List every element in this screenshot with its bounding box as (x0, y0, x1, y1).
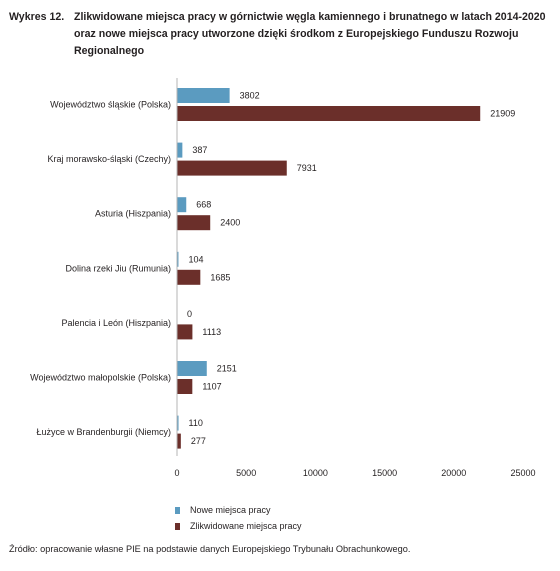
category-label: Województwo śląskie (Polska) (50, 100, 171, 110)
bar-lost-jobs (177, 379, 193, 394)
data-label: 2151 (217, 364, 237, 374)
x-tick-label: 10000 (303, 468, 328, 478)
figure-title: Zlikwidowane miejsca pracy w górnictwie … (74, 11, 546, 57)
data-label: 0 (187, 309, 192, 319)
legend: Nowe miejsca pracy Zlikwidowane miejsca … (175, 502, 302, 534)
source-note: Źródło: opracowanie własne PIE na podsta… (9, 544, 411, 554)
x-tick-label: 25000 (510, 468, 535, 478)
legend-label-lost-jobs: Zlikwidowane miejsca pracy (190, 521, 302, 531)
x-tick-label: 5000 (236, 468, 256, 478)
category-label: Łużyce w Brandenburgii (Niemcy) (36, 427, 171, 437)
data-label: 21909 (490, 109, 515, 119)
bar-lost-jobs (177, 106, 481, 121)
bar-lost-jobs (177, 324, 193, 340)
data-label: 104 (188, 254, 203, 264)
category-labels-layer: Województwo śląskie (Polska) Kraj morawsk… (30, 100, 171, 438)
figure-label: Wykres 12. (9, 11, 65, 23)
bar-new-jobs (177, 415, 179, 431)
data-label: 3802 (240, 91, 260, 101)
x-axis: 0 5000 10000 15000 20000 25000 (174, 78, 536, 478)
bar-lost-jobs (177, 269, 201, 285)
category-label: Kraj morawsko-śląski (Czechy) (47, 154, 171, 164)
bars-layer: 3802 21909 387 7931 668 2400 104 1685 0 1113 2151 1… (177, 88, 515, 449)
bar-chart: 3802 21909 387 7931 668 2400 104 1685 0 1113 2151 1… (30, 78, 536, 478)
legend-swatch-new-jobs (175, 506, 180, 514)
bar-new-jobs (177, 88, 230, 103)
data-label: 1685 (210, 272, 230, 282)
data-label: 387 (192, 145, 207, 155)
data-label: 110 (189, 418, 203, 428)
bar-lost-jobs (177, 215, 211, 231)
bar-new-jobs (177, 142, 183, 158)
category-label: Województwo małopolskie (Polska) (30, 373, 171, 383)
legend-swatch-lost-jobs (175, 522, 180, 530)
data-label: 668 (196, 200, 211, 210)
data-label: 1113 (202, 327, 221, 337)
figure-title-row: Wykres 12. Zlikwidowane miejsca pracy w … (9, 9, 554, 60)
x-tick-label: 20000 (441, 468, 466, 478)
bar-lost-jobs (177, 160, 287, 176)
bar-lost-jobs (177, 433, 181, 449)
legend-item-lost-jobs: Zlikwidowane miejsca pracy (175, 518, 302, 534)
bar-new-jobs (177, 251, 179, 267)
data-label: 2400 (220, 218, 240, 228)
x-tick-label: 0 (174, 468, 179, 478)
legend-item-new-jobs: Nowe miejsca pracy (175, 502, 302, 518)
data-label: 7931 (297, 163, 317, 173)
legend-label-new-jobs: Nowe miejsca pracy (190, 505, 271, 515)
figure-title-block: Wykres 12. Zlikwidowane miejsca pracy w … (9, 9, 554, 60)
bar-new-jobs (177, 197, 187, 213)
category-label: Asturia (Hiszpania) (95, 209, 171, 219)
data-label: 1107 (202, 382, 221, 392)
category-label: Palencia i León (Hiszpania) (61, 318, 171, 328)
x-tick-label: 15000 (372, 468, 397, 478)
category-label: Dolina rzeki Jiu (Rumunia) (65, 263, 171, 273)
bar-new-jobs (177, 361, 207, 376)
data-label: 277 (191, 436, 206, 446)
